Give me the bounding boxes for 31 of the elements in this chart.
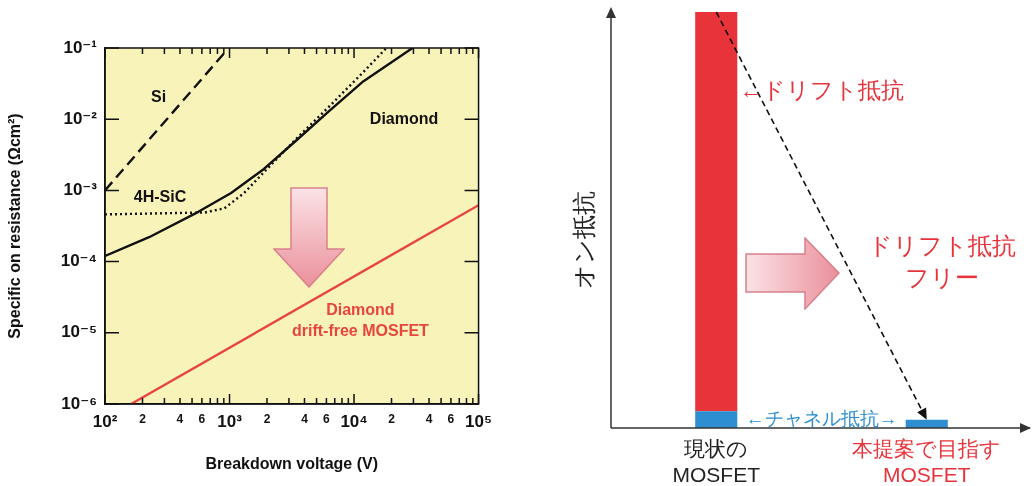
x-tick-label: 10⁵ [465,411,493,431]
text: 6 [323,412,331,427]
series-label: Si [151,88,167,106]
y-axis-title: オン抵抗 [569,191,597,289]
series-label: 4H-SiC [133,187,187,205]
legend-label: Diamond [369,110,439,128]
annotation: ドリフト抵抗フリー [866,231,1017,293]
text: 6 [198,412,206,427]
y-tick-label: 10⁻⁵ [61,322,97,342]
text: 4 [176,412,184,427]
x-axis-title: Breakdown voltage (V) [205,454,379,472]
y-tick-label: 10⁻³ [63,180,98,200]
y-axis-title: Specific on resistance (Ωcm²) [6,113,24,339]
text: 2 [263,412,271,427]
y-tick-label: 10⁻² [63,108,98,128]
series-label: Diamond drift-free MOSFET [291,300,430,339]
x-tick-label: 10² [92,411,118,431]
x-tick-label: 本提案で目指す MOSFET [852,437,1002,486]
y-tick-label: 10⁻⁴ [60,251,97,271]
x-tick-label: 現状の MOSFET [672,437,761,486]
text: 6 [447,412,455,427]
y-tick-label: 10⁻¹ [63,37,98,57]
x-tick-label: 10³ [217,411,243,431]
text: 4 [425,412,433,427]
x-tick-label: 10⁴ [340,411,368,431]
series-label: ←ドリフト抵抗 [739,77,905,104]
text: 2 [388,412,396,427]
text: 2 [139,412,147,427]
text: 4 [301,412,309,427]
y-tick-label: 10⁻⁶ [61,393,97,413]
series-label: ←チャネル抵抗→ [745,407,898,429]
